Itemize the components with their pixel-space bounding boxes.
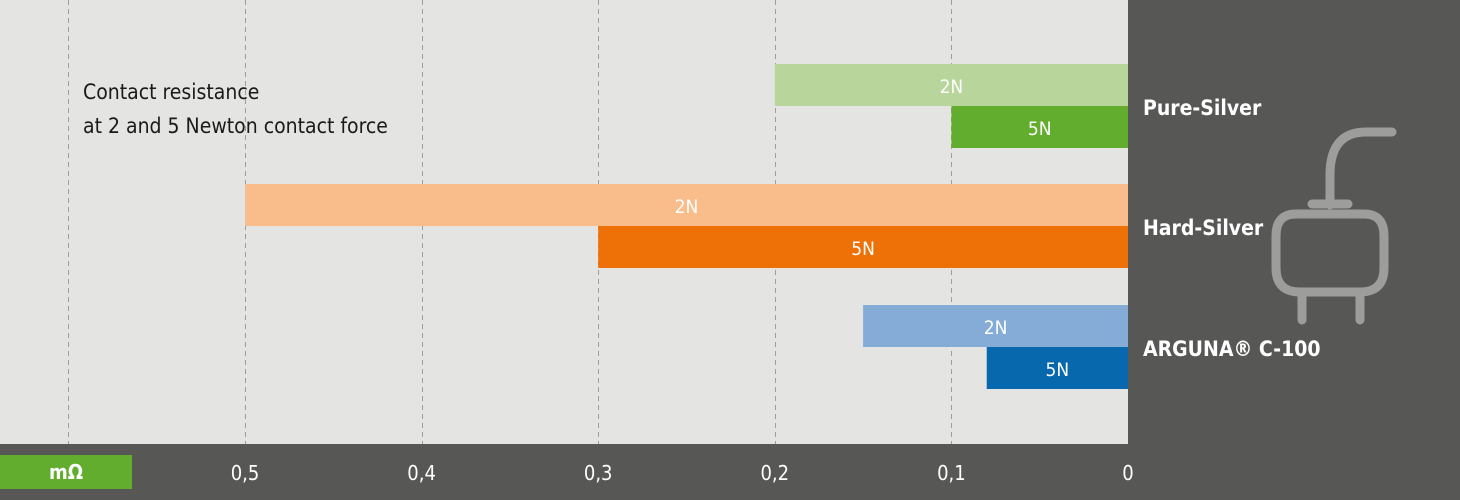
x-axis-ticks: 0,5 0,4 0,3 0,2 0,1 0 [231,461,1134,485]
chart-title-line-2: at 2 and 5 Newton contact force [83,114,388,138]
bars: 2N 5N 2N 5N 2N 5N [245,64,1128,389]
axis-band [0,444,1460,500]
bar-label: 5N [1028,118,1052,140]
bar-label: 2N [984,317,1008,339]
power-plug-icon [1271,127,1397,325]
x-tick-label: 0,3 [584,461,613,485]
x-tick-label: 0,2 [760,461,789,485]
x-tick-label: 0,1 [937,461,966,485]
bar-hard-silver-2n [245,184,1128,226]
x-tick-label: 0 [1122,461,1133,485]
bar-label: 2N [940,76,964,98]
bar-pure-silver-5n [951,106,1128,148]
category-labels: Pure-Silver Hard-Silver ARGUNA® C-100 [1143,96,1321,361]
bar-arguna-c-100-2n [863,305,1128,347]
bar-pure-silver-2n [774,64,1128,106]
bar-arguna-c-100-5n [986,347,1128,389]
category-label: Hard-Silver [1143,216,1264,240]
bar-hard-silver-5n [598,226,1128,268]
bar-label: 5N [851,238,875,260]
x-tick-label: 0,5 [231,461,260,485]
x-tick-label: 0,4 [407,461,436,485]
category-label: ARGUNA® C-100 [1143,337,1321,361]
unit-badge [0,455,132,489]
right-panel [1128,0,1460,500]
category-label: Pure-Silver [1143,96,1262,120]
chart-title: Contact resistance at 2 and 5 Newton con… [83,80,388,138]
chart-title-line-1: Contact resistance [83,80,259,104]
bar-label: 2N [675,196,699,218]
unit-label: mΩ [49,460,83,484]
bar-label: 5N [1046,359,1070,381]
